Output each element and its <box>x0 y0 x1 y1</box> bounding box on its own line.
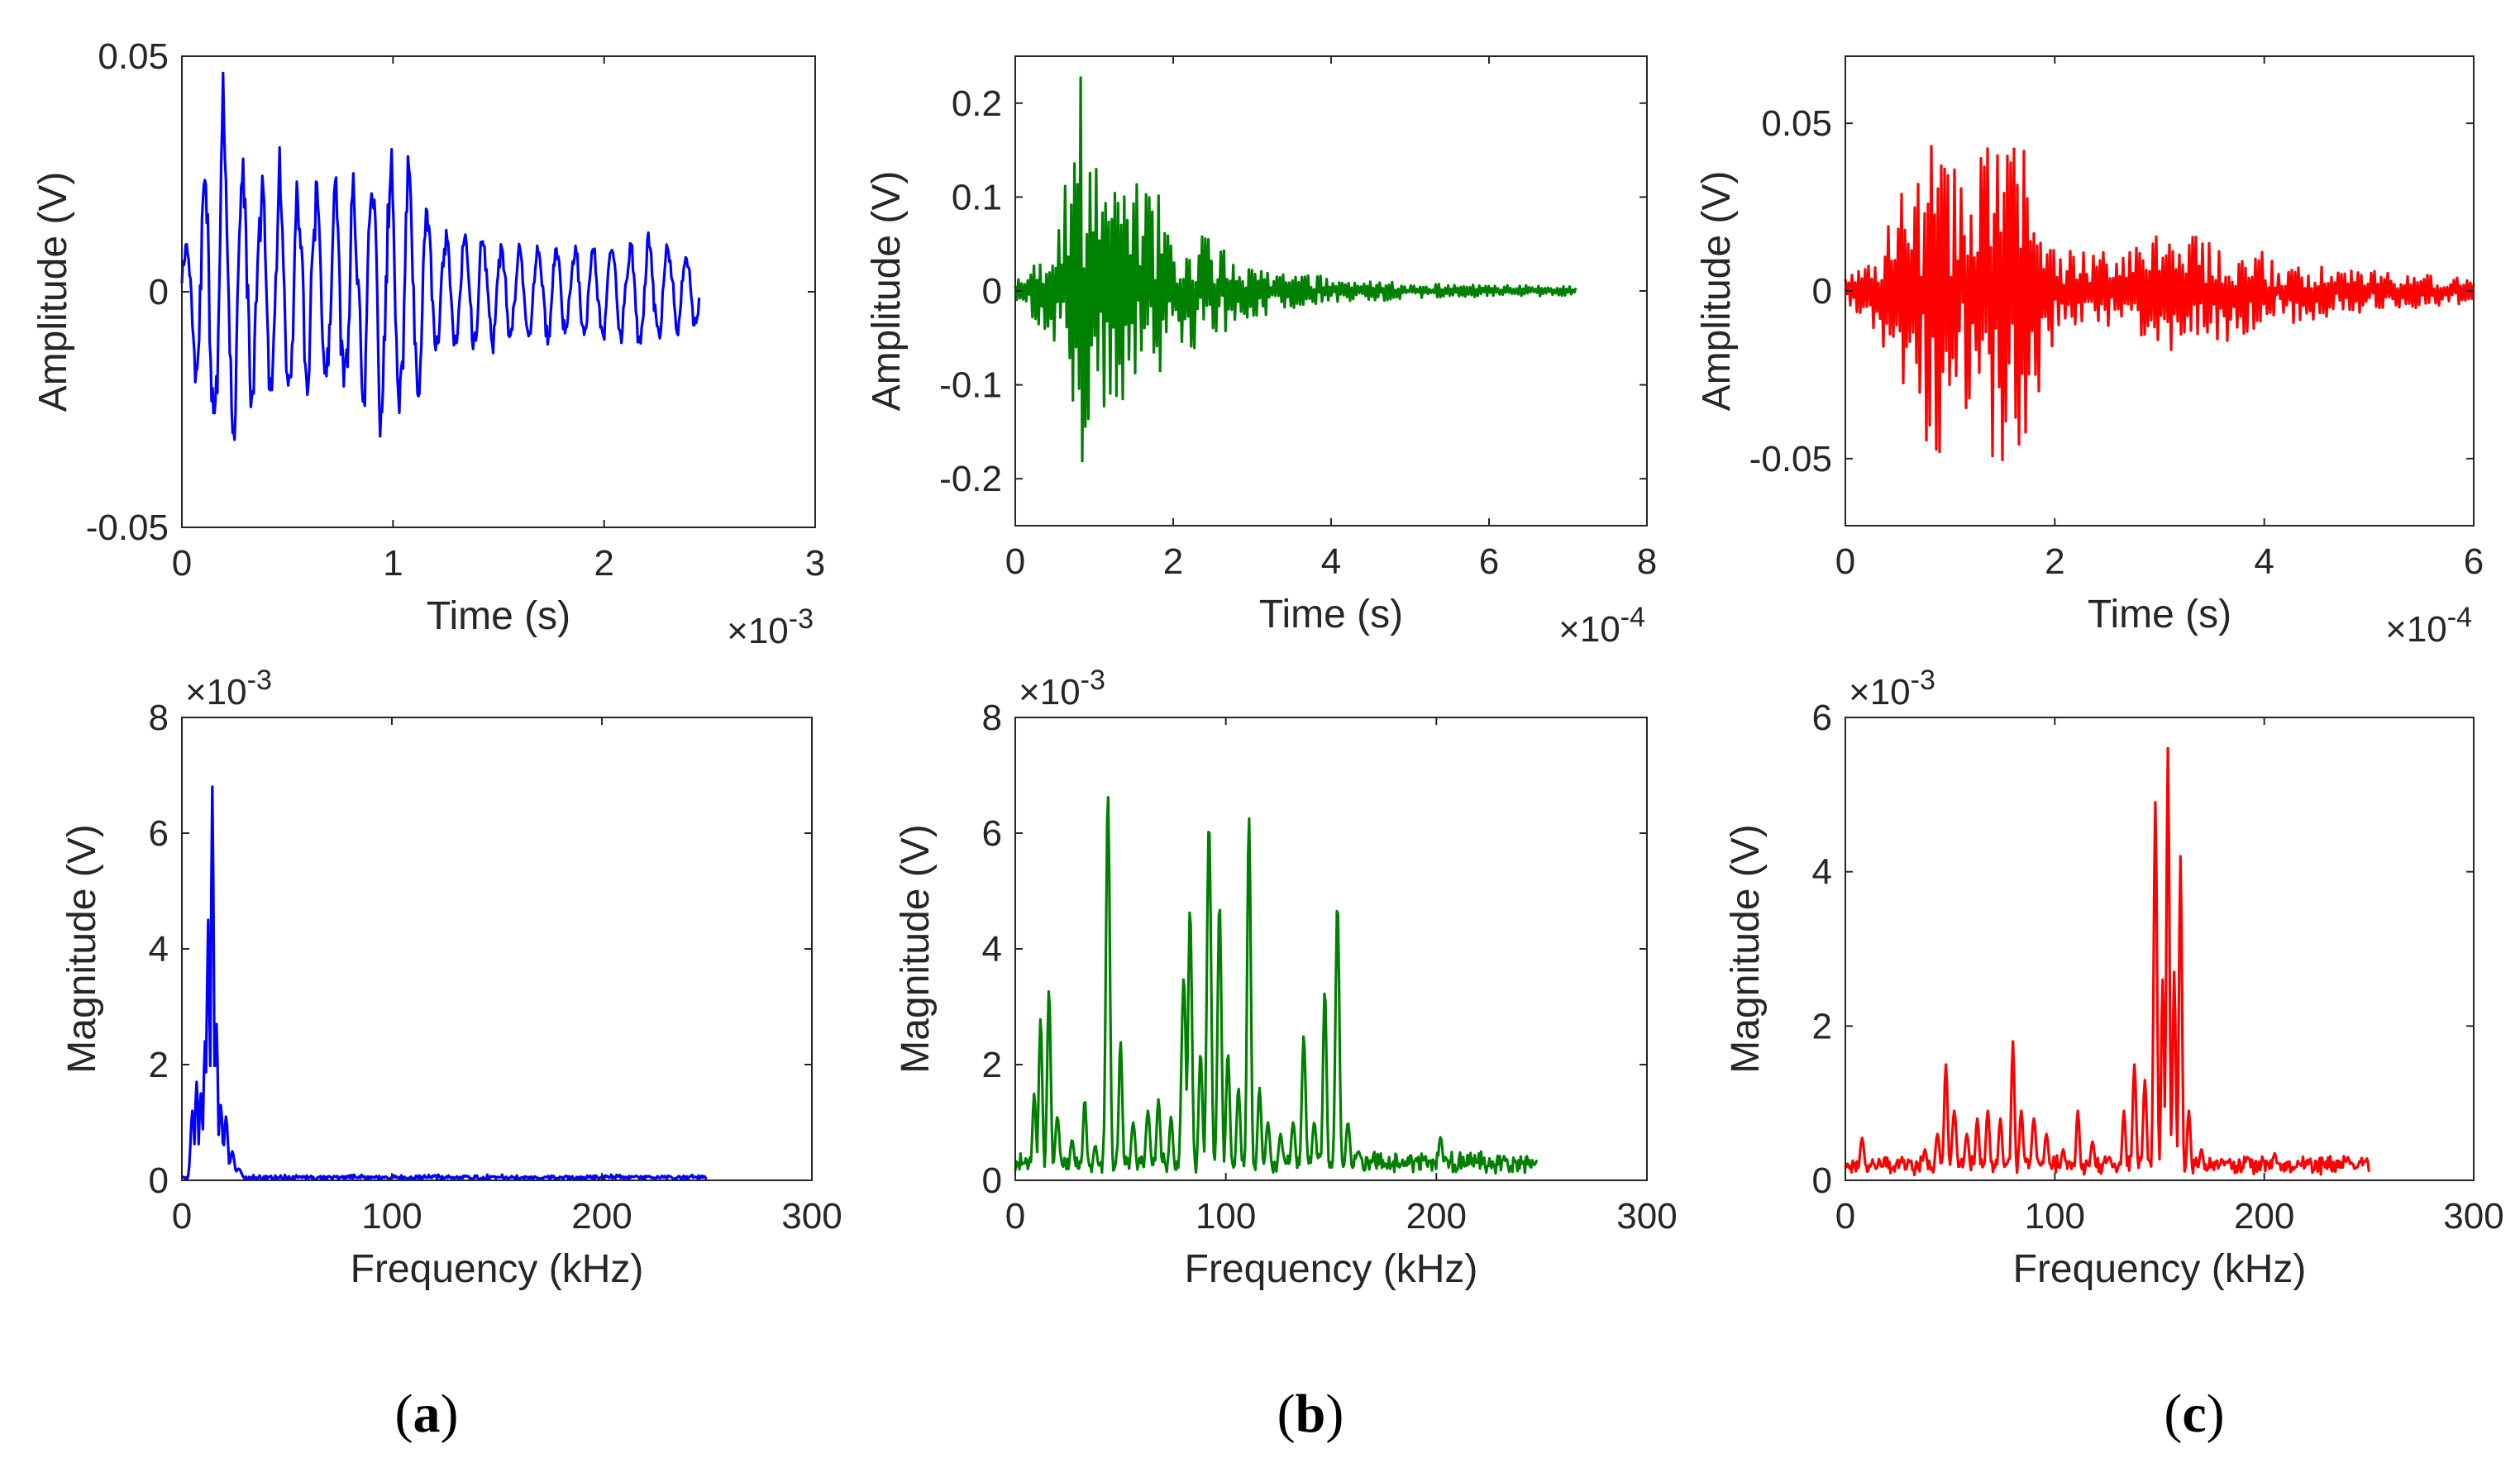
x-tick-label: 0 <box>1835 1196 1855 1237</box>
x-tick-label: 100 <box>361 1196 422 1237</box>
series-line-c-time <box>1844 145 2475 461</box>
x-tick-label: 0 <box>172 1196 192 1237</box>
x-axis-label: Time (s) <box>1259 593 1403 636</box>
y-tick-label: 0.2 <box>952 83 1002 124</box>
panel-c-time: 0 2 4 6 -0.05 0 0.05 Time (s) Amplitude (V) ×10-4 <box>1695 55 2484 650</box>
plot-frame <box>1845 717 2475 1181</box>
caption-c: (c) <box>2164 1384 2224 1444</box>
x-tick-label: 4 <box>2254 541 2274 582</box>
y-tick-label: 4 <box>1812 852 1832 893</box>
series-line-a-time <box>180 71 701 441</box>
y-tick-label: 2 <box>1812 1006 1832 1046</box>
y-tick-label: 0.1 <box>952 177 1002 217</box>
y-exponent-label: ×10-3 <box>1019 665 1105 712</box>
x-tick-label: 2 <box>594 543 613 584</box>
y-axis-label: Magnitude (V) <box>60 824 104 1073</box>
x-axis-label: Frequency (kHz) <box>2013 1247 2307 1291</box>
y-tick-label: 6 <box>149 813 169 854</box>
x-tick-label: 300 <box>2443 1196 2503 1237</box>
x-axis-label: Frequency (kHz) <box>1185 1247 1478 1291</box>
y-tick-label: -0.1 <box>939 365 1002 406</box>
x-tick-label: 200 <box>2234 1196 2294 1237</box>
y-tick-label: 0 <box>1812 271 1832 312</box>
y-tick-label: 0.05 <box>1761 103 1832 144</box>
y-tick-label: -0.05 <box>86 508 169 548</box>
y-tick-label: 0 <box>1812 1160 1832 1201</box>
y-axis-label: Amplitude (V) <box>865 171 909 412</box>
caption-b: (b) <box>1277 1384 1344 1444</box>
y-tick-label: 2 <box>982 1045 1002 1085</box>
x-tick-label: 0 <box>1835 541 1855 582</box>
y-tick-label: 8 <box>149 698 169 738</box>
x-tick-label: 200 <box>571 1196 632 1237</box>
x-exponent-label: ×10-3 <box>727 603 814 651</box>
y-tick-label: 2 <box>149 1045 169 1085</box>
panel-a-spectrum: 0 100 200 300 0 2 4 6 8 Frequency (kHz) Magnitude … <box>60 665 842 1291</box>
y-axis-label: Magnitude (V) <box>894 824 938 1073</box>
panel-b-time: 0 2 4 6 8 -0.2 -0.1 0 0.1 0.2 Time (s) Amplitude (V… <box>865 55 1657 650</box>
x-tick-label: 0 <box>1005 541 1025 582</box>
y-tick-label: 0.05 <box>98 36 169 77</box>
series-line-b-spectrum <box>1014 796 1539 1175</box>
panel-c-spectrum: 0 100 200 300 0 2 4 6 Frequency (kHz) Magnitude (… <box>1724 665 2504 1291</box>
x-axis-label: Time (s) <box>2088 593 2231 636</box>
y-tick-label: -0.2 <box>939 459 1002 499</box>
y-axis-label: Amplitude (V) <box>1695 171 1739 412</box>
x-tick-label: 300 <box>781 1196 842 1237</box>
series-line-b-time <box>1014 76 1577 463</box>
series-line-c-spectrum <box>1844 746 2370 1177</box>
x-tick-label: 2 <box>2045 541 2064 582</box>
y-tick-label: 6 <box>982 813 1002 854</box>
y-exponent-label: ×10-3 <box>1849 665 1935 712</box>
y-tick-label: 0 <box>982 271 1002 312</box>
x-tick-label: 6 <box>2464 541 2484 582</box>
plot-frame <box>181 55 816 528</box>
x-tick-label: 2 <box>1163 541 1183 582</box>
x-tick-label: 200 <box>1406 1196 1467 1237</box>
x-axis-label: Frequency (kHz) <box>351 1247 644 1291</box>
x-tick-label: 3 <box>805 543 825 584</box>
x-exponent-label: ×10-4 <box>2385 602 2472 650</box>
x-tick-label: 0 <box>1005 1196 1025 1237</box>
y-tick-label: 8 <box>982 698 1002 738</box>
x-tick-label: 300 <box>1616 1196 1677 1237</box>
y-axis-label: Magnitude (V) <box>1724 824 1768 1073</box>
series-line-a-spectrum <box>181 785 708 1181</box>
x-tick-label: 100 <box>2025 1196 2085 1237</box>
caption-a: (a) <box>395 1384 459 1444</box>
x-exponent-label: ×10-4 <box>1558 602 1645 650</box>
x-tick-label: 8 <box>1637 541 1657 582</box>
x-tick-label: 100 <box>1196 1196 1256 1237</box>
plot-frame <box>181 717 813 1181</box>
x-tick-label: 0 <box>172 543 192 584</box>
panel-b-spectrum: 0 100 200 300 0 2 4 6 8 Frequency (kHz) Magnitude … <box>894 665 1678 1291</box>
y-tick-label: 4 <box>982 929 1002 970</box>
y-tick-label: 6 <box>1812 698 1832 738</box>
y-tick-label: 4 <box>149 929 169 970</box>
y-tick-label: 0 <box>149 272 169 312</box>
x-tick-label: 6 <box>1479 541 1499 582</box>
y-tick-label: -0.05 <box>1749 439 1832 479</box>
x-tick-label: 1 <box>383 543 403 584</box>
y-axis-label: Amplitude (V) <box>31 172 75 412</box>
x-tick-label: 4 <box>1321 541 1341 582</box>
y-tick-label: 0 <box>982 1160 1002 1201</box>
x-axis-label: Time (s) <box>427 594 570 638</box>
y-exponent-label: ×10-3 <box>185 665 272 712</box>
y-tick-label: 0 <box>149 1160 169 1201</box>
captions: (a) (b) (c) <box>395 1384 2225 1444</box>
